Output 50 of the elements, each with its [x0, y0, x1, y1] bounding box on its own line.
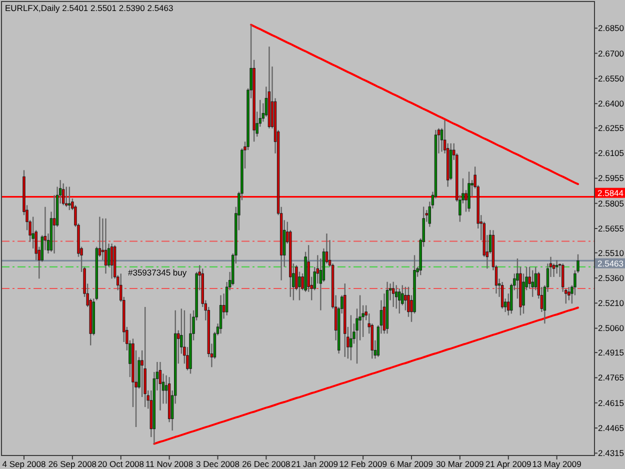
candlestick: [395, 284, 398, 310]
x-tick-label: 26 Sep 2008: [48, 458, 97, 469]
candlestick: [404, 286, 407, 311]
candlestick: [350, 314, 352, 361]
candlestick: [562, 262, 564, 292]
candlestick: [65, 186, 68, 208]
y-tick-label: 2.5210: [598, 298, 624, 308]
candlestick: [219, 294, 222, 334]
candlestick: [568, 286, 570, 301]
y-tick-label: 2.6400: [598, 98, 624, 109]
y-tick-label: 2.5360: [598, 272, 624, 283]
candlestick: [398, 288, 401, 314]
candlestick: [68, 186, 71, 211]
y-tick-label: 2.4615: [598, 398, 624, 408]
y-tick-label: 2.5955: [598, 173, 624, 184]
y-tick-label: 2.6105: [598, 148, 624, 158]
y-tick-label: 2.6700: [598, 48, 624, 58]
y-tick-label: 2.4915: [598, 348, 624, 358]
y-tick-label: 2.4315: [598, 448, 624, 458]
candlestick: [500, 281, 504, 310]
y-tick-label: 2.4765: [598, 372, 624, 383]
chart-title: EURLFX,Daily 2.5401 2.5501 2.5390 2.5463: [5, 2, 174, 13]
candlestick: [392, 281, 395, 308]
line-series: [250, 24, 579, 186]
y-tick-label: 2.5060: [598, 323, 624, 334]
y-tick-label: 2.5510: [598, 248, 624, 258]
x-tick-label: 3 Dec 2008: [196, 458, 240, 469]
candlestick: [158, 361, 162, 411]
y-tick-label: 2.5805: [598, 198, 624, 208]
candlestick: [110, 242, 114, 280]
x-tick-label: 12 Feb 2009: [339, 458, 388, 469]
x-tick-label: 21 Apr 2009: [485, 458, 532, 469]
candlestick: [104, 218, 108, 274]
x-tick-label: 26 Dec 2008: [242, 458, 291, 469]
x-tick-label: 21 Jan 2009: [291, 458, 338, 469]
y-tick-label: 2.6255: [598, 122, 624, 133]
x-tick-label: 30 Mar 2009: [436, 458, 484, 469]
y-tick-label: 2.6850: [598, 23, 624, 34]
line-series: [153, 306, 579, 445]
x-tick-label: 20 Oct 2008: [98, 458, 144, 469]
y-tick-label: 2.4465: [598, 422, 624, 433]
x-tick-label: 11 Nov 2008: [146, 458, 194, 469]
y-tick-label: 2.6550: [598, 73, 624, 84]
x-tick-label: 4 Sep 2008: [2, 458, 46, 469]
y-tick-label: 2.5655: [598, 223, 624, 234]
x-tick-label: 6 Mar 2009: [390, 458, 434, 469]
x-tick-label: 13 May 2009: [532, 458, 582, 469]
ref-line-label: #35937345 buy: [128, 268, 188, 278]
candlestick: [62, 182, 65, 206]
candlestick: [531, 270, 534, 298]
